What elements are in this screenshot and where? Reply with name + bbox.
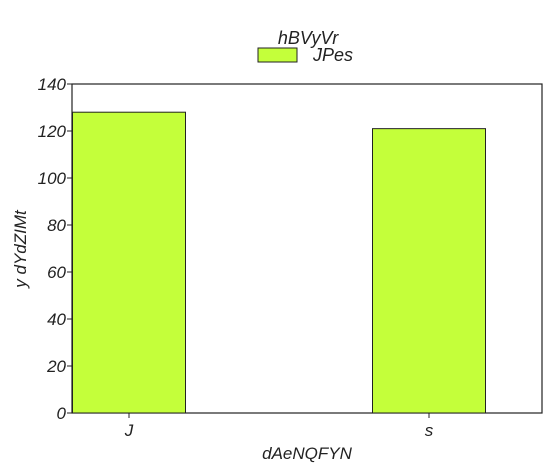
y-tick-label: 20 (46, 357, 66, 376)
y-tick-label: 120 (38, 122, 67, 141)
y-axis-label: y dYdZIMt (11, 209, 30, 289)
y-tick-label: 40 (47, 310, 66, 329)
y-tick-label: 80 (47, 216, 66, 235)
bars-group (72, 111, 486, 414)
x-axis-label: dAeNQFYN (262, 444, 352, 463)
bar (72, 111, 186, 414)
legend-label: JPes (312, 45, 353, 65)
x-tick-label: J (124, 421, 134, 440)
x-tick-label: s (425, 421, 434, 440)
y-tick-label: 60 (47, 263, 66, 282)
legend-swatch (257, 47, 298, 63)
y-tick-label: 0 (57, 404, 67, 423)
legend-title: hBVyVr (278, 28, 339, 48)
y-tick-label: 100 (38, 169, 67, 188)
y-tick-label: 140 (38, 75, 67, 94)
bar (372, 128, 486, 414)
y-axis-ticks: 0 20 40 60 80 100 120 140 (38, 75, 72, 423)
legend: hBVyVr JPes (257, 28, 353, 65)
